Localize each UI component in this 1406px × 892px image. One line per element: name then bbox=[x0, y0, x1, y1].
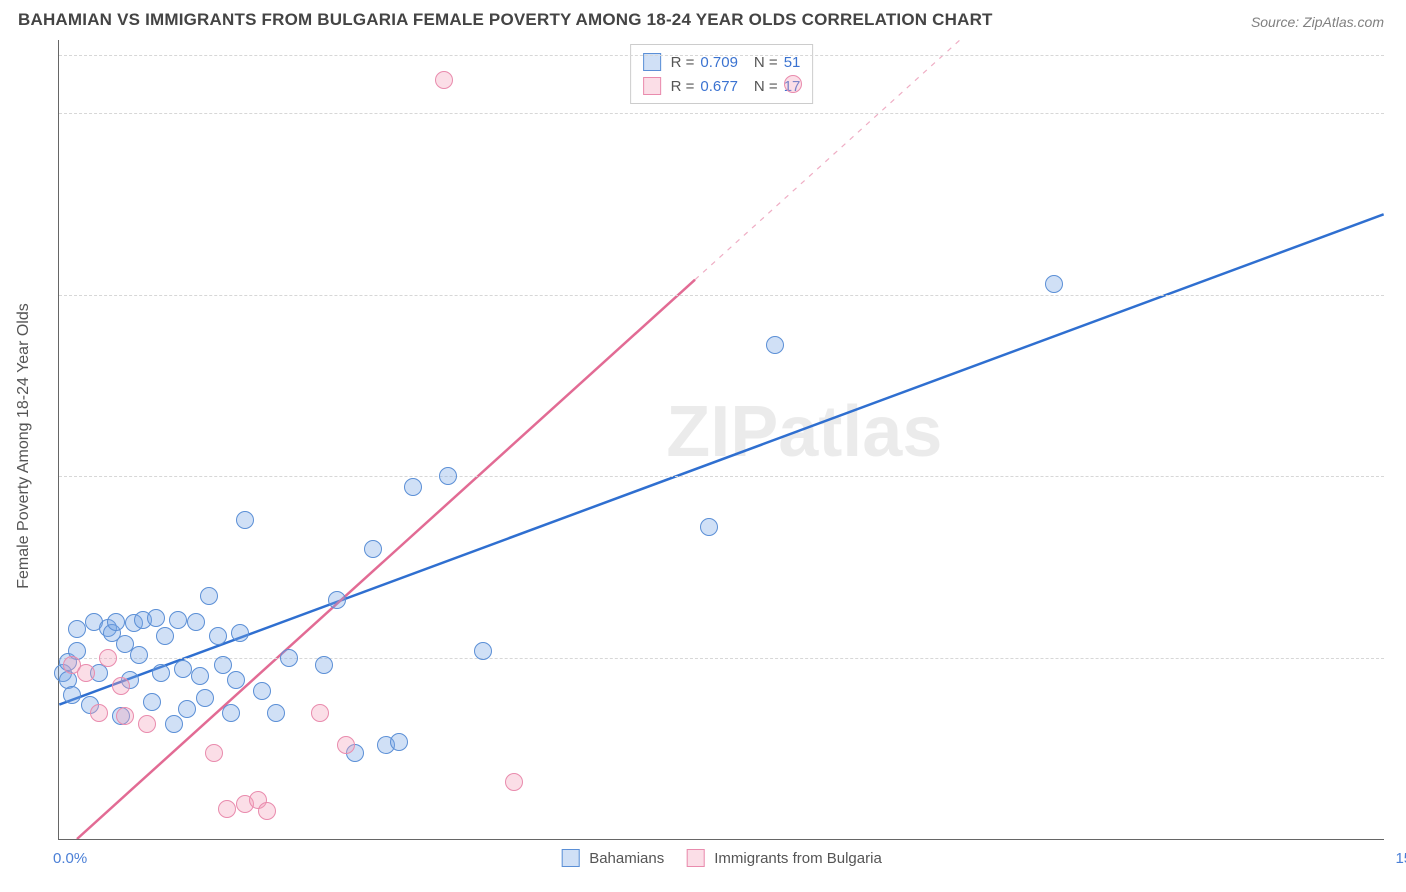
x-tick-label: 15.0% bbox=[1395, 850, 1406, 867]
legend-swatch bbox=[643, 53, 661, 71]
scatter-point bbox=[505, 773, 523, 791]
x-tick-label: 0.0% bbox=[53, 850, 87, 867]
legend-n-label: N = bbox=[754, 78, 778, 95]
scatter-point bbox=[112, 677, 130, 695]
gridline-h bbox=[59, 295, 1384, 296]
scatter-point bbox=[147, 609, 165, 627]
scatter-point bbox=[1045, 275, 1063, 293]
scatter-point bbox=[165, 715, 183, 733]
scatter-point bbox=[766, 336, 784, 354]
scatter-point bbox=[404, 478, 422, 496]
scatter-point bbox=[152, 664, 170, 682]
scatter-point bbox=[187, 613, 205, 631]
scatter-point bbox=[156, 627, 174, 645]
scatter-point bbox=[169, 611, 187, 629]
legend-correlation: R = 0.709N = 51R = 0.677N = 17 bbox=[630, 44, 814, 104]
scatter-point bbox=[258, 802, 276, 820]
scatter-point bbox=[218, 800, 236, 818]
scatter-point bbox=[364, 540, 382, 558]
legend-r-value: 0.709 bbox=[700, 54, 738, 71]
scatter-point bbox=[280, 649, 298, 667]
scatter-point bbox=[191, 667, 209, 685]
trend-line bbox=[59, 214, 1383, 704]
scatter-point bbox=[99, 649, 117, 667]
scatter-point bbox=[227, 671, 245, 689]
scatter-point bbox=[116, 707, 134, 725]
scatter-point bbox=[311, 704, 329, 722]
watermark: ZIPatlas bbox=[666, 390, 942, 472]
scatter-point bbox=[130, 646, 148, 664]
scatter-point bbox=[174, 660, 192, 678]
scatter-point bbox=[209, 627, 227, 645]
scatter-point bbox=[214, 656, 232, 674]
legend-series: Bahamians Immigrants from Bulgaria bbox=[561, 849, 882, 867]
legend-n-value: 51 bbox=[784, 54, 801, 71]
scatter-point bbox=[267, 704, 285, 722]
gridline-h bbox=[59, 55, 1384, 56]
scatter-point bbox=[439, 467, 457, 485]
scatter-point bbox=[315, 656, 333, 674]
scatter-point bbox=[77, 664, 95, 682]
source-label: Source: ZipAtlas.com bbox=[1251, 14, 1384, 30]
scatter-point bbox=[63, 686, 81, 704]
scatter-point bbox=[222, 704, 240, 722]
trend-line bbox=[77, 280, 695, 839]
legend-correlation-row: R = 0.677N = 17 bbox=[643, 74, 801, 98]
scatter-point bbox=[390, 733, 408, 751]
legend-n-label: N = bbox=[754, 54, 778, 71]
scatter-point bbox=[337, 736, 355, 754]
gridline-h bbox=[59, 113, 1384, 114]
scatter-point bbox=[474, 642, 492, 660]
scatter-point bbox=[138, 715, 156, 733]
scatter-point bbox=[435, 71, 453, 89]
gridline-h bbox=[59, 476, 1384, 477]
scatter-point bbox=[236, 511, 254, 529]
scatter-point bbox=[107, 613, 125, 631]
scatter-point bbox=[200, 587, 218, 605]
scatter-point bbox=[231, 624, 249, 642]
legend-r-label: R = bbox=[671, 78, 695, 95]
legend-series-label: Immigrants from Bulgaria bbox=[714, 850, 882, 867]
legend-series-label: Bahamians bbox=[589, 850, 664, 867]
trend-lines-layer bbox=[59, 40, 1384, 839]
scatter-point bbox=[205, 744, 223, 762]
scatter-point bbox=[700, 518, 718, 536]
chart-title: BAHAMIAN VS IMMIGRANTS FROM BULGARIA FEM… bbox=[18, 10, 993, 30]
legend-swatch bbox=[561, 849, 579, 867]
scatter-point bbox=[68, 620, 86, 638]
plot-area: ZIPatlas R = 0.709N = 51R = 0.677N = 17 … bbox=[58, 40, 1384, 840]
legend-swatch bbox=[686, 849, 704, 867]
legend-r-label: R = bbox=[671, 54, 695, 71]
scatter-point bbox=[90, 704, 108, 722]
gridline-h bbox=[59, 658, 1384, 659]
legend-r-value: 0.677 bbox=[700, 78, 738, 95]
legend-series-item: Bahamians bbox=[561, 849, 664, 867]
scatter-point bbox=[328, 591, 346, 609]
legend-series-item: Immigrants from Bulgaria bbox=[686, 849, 882, 867]
y-axis-title: Female Poverty Among 18-24 Year Olds bbox=[15, 303, 33, 589]
scatter-point bbox=[253, 682, 271, 700]
legend-swatch bbox=[643, 77, 661, 95]
scatter-point bbox=[178, 700, 196, 718]
scatter-point bbox=[196, 689, 214, 707]
scatter-point bbox=[143, 693, 161, 711]
scatter-point bbox=[784, 75, 802, 93]
